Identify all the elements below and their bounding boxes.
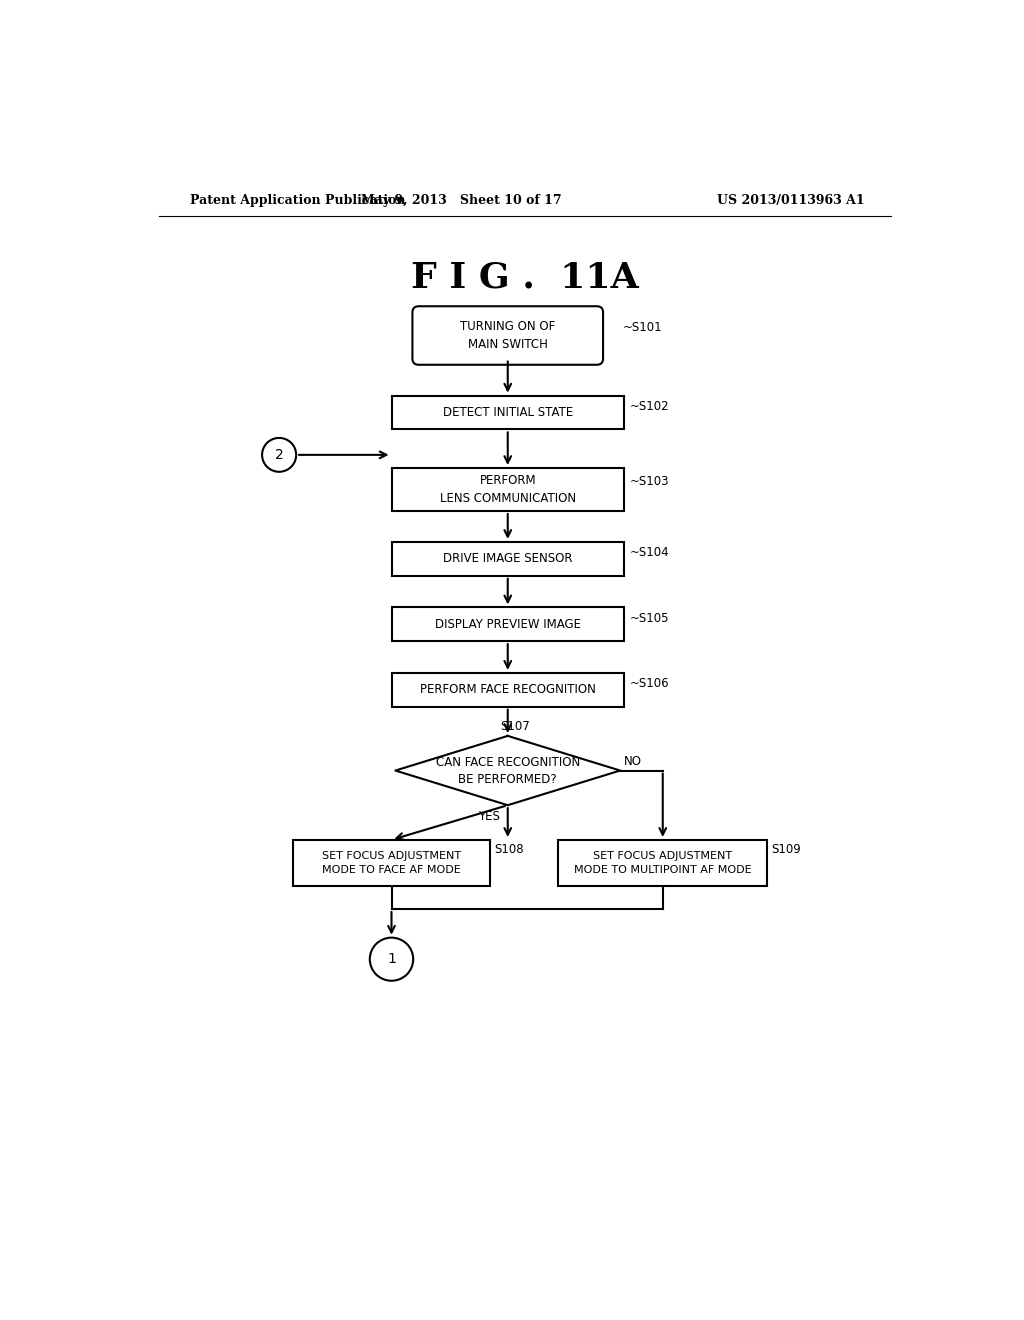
- Text: PERFORM FACE RECOGNITION: PERFORM FACE RECOGNITION: [420, 684, 596, 696]
- Text: DETECT INITIAL STATE: DETECT INITIAL STATE: [442, 407, 572, 418]
- Bar: [391, 673, 624, 706]
- Text: 2: 2: [274, 447, 284, 462]
- Text: ~S101: ~S101: [623, 321, 663, 334]
- Bar: [391, 607, 624, 642]
- Text: S108: S108: [495, 842, 524, 855]
- Text: ~S103: ~S103: [630, 475, 670, 488]
- Text: 1: 1: [387, 952, 396, 966]
- Text: PERFORM
LENS COMMUNICATION: PERFORM LENS COMMUNICATION: [439, 474, 575, 504]
- Text: NO: NO: [624, 755, 642, 768]
- Bar: [391, 469, 624, 511]
- Text: DISPLAY PREVIEW IMAGE: DISPLAY PREVIEW IMAGE: [435, 618, 581, 631]
- Text: ~S105: ~S105: [630, 611, 670, 624]
- Circle shape: [262, 438, 296, 471]
- Text: ~S102: ~S102: [630, 400, 670, 413]
- Circle shape: [370, 937, 414, 981]
- Text: CAN FACE RECOGNITION
BE PERFORMED?: CAN FACE RECOGNITION BE PERFORMED?: [435, 755, 580, 785]
- Text: SET FOCUS ADJUSTMENT
MODE TO FACE AF MODE: SET FOCUS ADJUSTMENT MODE TO FACE AF MOD…: [322, 851, 461, 875]
- Bar: [293, 840, 490, 886]
- Text: Patent Application Publication: Patent Application Publication: [190, 194, 406, 207]
- Text: YES: YES: [478, 810, 500, 824]
- Text: US 2013/0113963 A1: US 2013/0113963 A1: [717, 194, 864, 207]
- Text: May 9, 2013   Sheet 10 of 17: May 9, 2013 Sheet 10 of 17: [360, 194, 561, 207]
- Text: S109: S109: [771, 842, 801, 855]
- Text: ~S104: ~S104: [630, 546, 670, 560]
- Bar: [558, 840, 767, 886]
- Polygon shape: [395, 737, 621, 805]
- Text: SET FOCUS ADJUSTMENT
MODE TO MULTIPOINT AF MODE: SET FOCUS ADJUSTMENT MODE TO MULTIPOINT …: [573, 851, 752, 875]
- Text: TURNING ON OF
MAIN SWITCH: TURNING ON OF MAIN SWITCH: [460, 321, 555, 351]
- Text: F I G .  11A: F I G . 11A: [411, 261, 639, 294]
- Text: S107: S107: [501, 721, 530, 733]
- Text: DRIVE IMAGE SENSOR: DRIVE IMAGE SENSOR: [443, 552, 572, 565]
- Bar: [391, 543, 624, 576]
- Bar: [391, 396, 624, 429]
- FancyBboxPatch shape: [413, 306, 603, 364]
- Text: ~S106: ~S106: [630, 677, 670, 690]
